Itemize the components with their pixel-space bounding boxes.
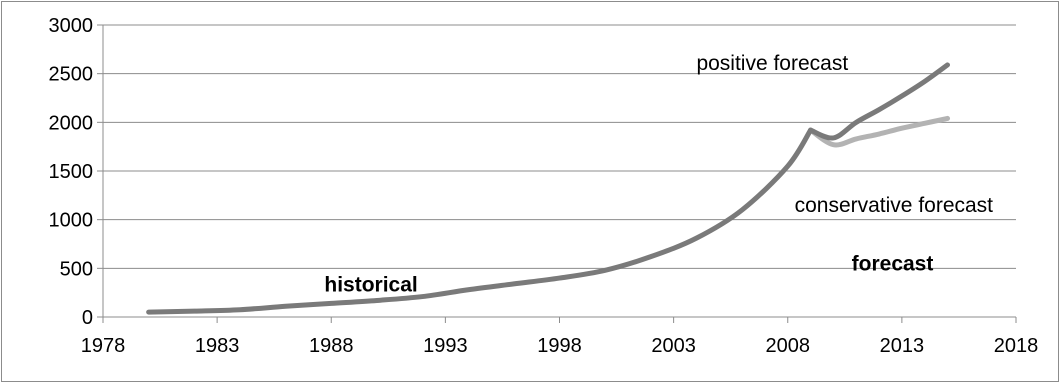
y-tick-label-0: 0 — [82, 307, 93, 329]
x-tick-label-1998: 1998 — [537, 335, 582, 357]
series-line-historical — [146, 127, 814, 315]
y-tick-label-1000: 1000 — [49, 210, 94, 232]
x-tick-label-2013: 2013 — [880, 335, 925, 357]
annotations: positive forecast conservative forecast fo… — [324, 52, 993, 297]
series-line-conservative — [808, 115, 951, 148]
axes — [97, 24, 1017, 323]
y-tick-label-500: 500 — [60, 258, 93, 280]
y-tick-label-3000: 3000 — [49, 15, 94, 37]
y-tick-label-2000: 2000 — [49, 112, 94, 134]
annotation-historical: historical — [324, 274, 417, 297]
y-tick-label-1500: 1500 — [49, 161, 94, 183]
x-tick-label-2003: 2003 — [651, 335, 696, 357]
x-tick-label-1978: 1978 — [81, 335, 126, 357]
series-lines — [146, 62, 951, 315]
tick-labels: 0 500 1000 1500 2000 2500 3000 1978 1983 1988 1993… — [49, 15, 1039, 357]
y-tick-label-2500: 2500 — [49, 64, 94, 86]
x-tick-label-1983: 1983 — [195, 335, 240, 357]
x-tick-label-1988: 1988 — [309, 335, 354, 357]
annotation-conservative: conservative forecast — [795, 194, 994, 217]
x-tick-label-2018: 2018 — [994, 335, 1039, 357]
annotation-positive: positive forecast — [696, 52, 848, 75]
x-tick-label-1993: 1993 — [423, 335, 468, 357]
gridlines — [103, 24, 1016, 269]
annotation-forecast: forecast — [852, 252, 934, 275]
series-line-positive — [808, 62, 951, 141]
x-tick-label-2008: 2008 — [766, 335, 811, 357]
